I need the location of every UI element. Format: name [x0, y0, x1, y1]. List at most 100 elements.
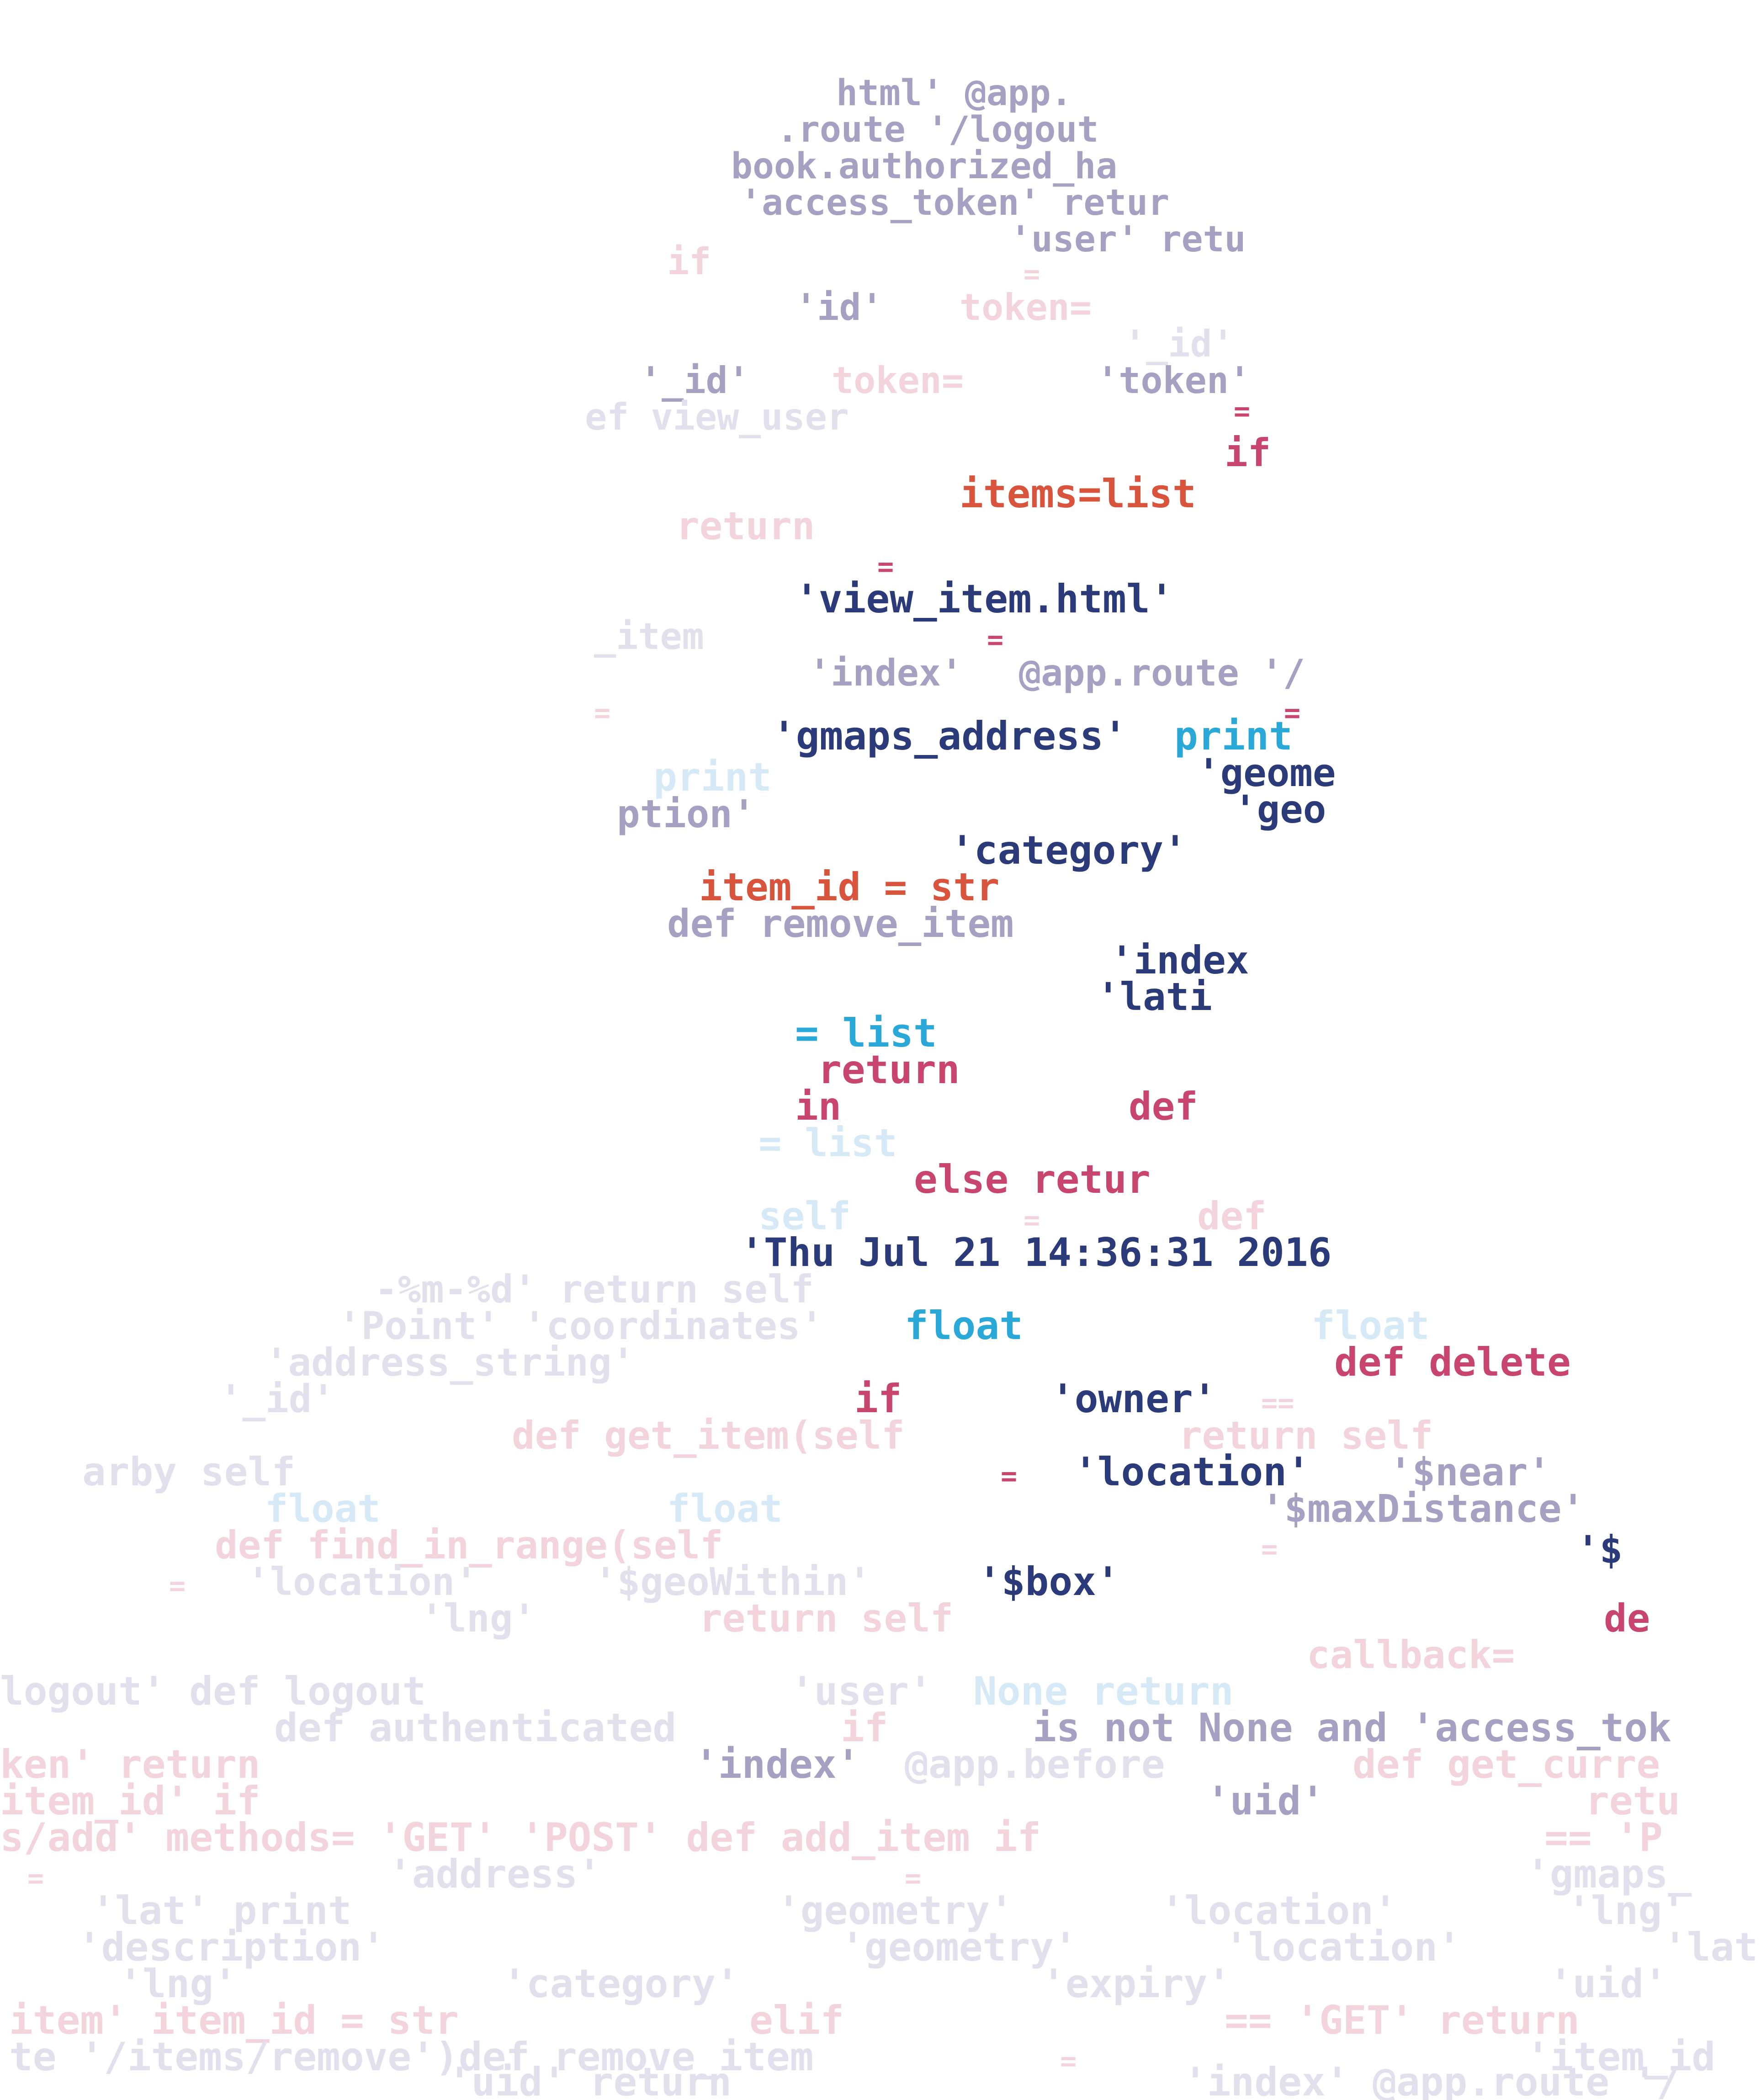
- code-snippet-word: 'lng': [119, 1961, 237, 2007]
- code-snippet-word: 'Point' 'coordinates': [338, 1303, 823, 1348]
- code-snippet-word: =: [987, 624, 1003, 656]
- code-snippet-word: 'token': [1097, 359, 1251, 402]
- code-snippet-word: item_id' if: [0, 1778, 260, 1824]
- code-snippet-word: logout' def logout: [0, 1669, 426, 1714]
- code-snippet-word: s/add' methods= 'GET' 'POST' def add_ite…: [0, 1815, 1041, 1861]
- code-snippet-word: 'user': [790, 1669, 933, 1714]
- code-snippet-word: def: [1129, 1084, 1198, 1129]
- code-snippet-word: '_id': [1124, 323, 1234, 365]
- code-snippet-word: _item: [594, 615, 704, 658]
- code-snippet-word: 'index: [1110, 938, 1249, 983]
- code-snippet-word: =: [169, 1570, 186, 1602]
- code-snippet-word: book.authorized_ha: [731, 146, 1117, 187]
- code-snippet-word: items=list: [960, 471, 1196, 517]
- code-snippet-word: 'lat: [1663, 1925, 1758, 1970]
- code-snippet-word: float: [1311, 1303, 1430, 1349]
- code-snippet-word: 'Thu Jul 21 14:36:31 2016: [740, 1230, 1331, 1276]
- code-snippet-word: def find_in_range(self: [215, 1523, 723, 1568]
- code-snippet-word: return: [818, 1047, 960, 1093]
- code-snippet-word: = list: [759, 1121, 897, 1165]
- code-snippet-word: de: [1604, 1596, 1650, 1641]
- code-snippet-word: 'view_item.html': [795, 576, 1173, 622]
- code-snippet-word: None return: [973, 1669, 1234, 1714]
- code-snippet-word: @app.route '/: [1019, 652, 1305, 694]
- code-snippet-word: '_id': [640, 359, 750, 402]
- code-snippet-word: is not None and 'access_tok: [1033, 1705, 1671, 1751]
- code-snippet-word: 'geome: [1197, 750, 1336, 795]
- code-snippet-word: elif: [749, 1998, 844, 2043]
- code-snippet-word: == 'P: [1544, 1815, 1663, 1861]
- code-snippet-word: ef view_user: [585, 396, 849, 438]
- code-snippet-word: '$geoWithin': [594, 1559, 871, 1604]
- code-snippet-word: 'id': [795, 286, 883, 329]
- code-snippet-word: 'lat' print: [91, 1888, 352, 1934]
- code-snippet-word: =: [1024, 1204, 1040, 1236]
- code-snippet-word: ken' return: [0, 1742, 260, 1787]
- code-snippet-word: 'lng': [420, 1596, 536, 1641]
- code-snippet-word: 'owner': [1051, 1376, 1216, 1422]
- code-snippet-word: 'location': [247, 1559, 478, 1604]
- code-snippet-word: == 'GET' return: [1225, 1998, 1580, 2043]
- code-snippet-word: 'location': [1074, 1449, 1310, 1495]
- code-snippet-word: float: [905, 1303, 1023, 1349]
- code-snippet-word: def: [1197, 1194, 1267, 1239]
- code-snippet-word: 'uid' return: [448, 2059, 732, 2100]
- code-snippet-word: 'index': [809, 652, 963, 694]
- code-snippet-word: = list: [795, 1010, 937, 1056]
- code-snippet-word: else retur: [914, 1157, 1151, 1202]
- code-snippet-word: 'gmaps_address': [772, 713, 1127, 759]
- code-snippet-word: ==: [1261, 1387, 1294, 1419]
- code-snippet-word: in: [795, 1084, 841, 1129]
- code-snippet-word: float: [265, 1486, 381, 1531]
- code-snippet-word: 'index' @app.route '/: [1183, 2059, 1680, 2100]
- code-snippet-word: callback=: [1307, 1632, 1515, 1677]
- code-snippet-word: 'index': [695, 1742, 860, 1787]
- code-snippet-word: token=: [832, 359, 964, 402]
- code-snippet-word: 'geometry': [777, 1888, 1013, 1934]
- code-snippet-word: =: [594, 697, 610, 729]
- code-snippet-word: =: [27, 1862, 44, 1894]
- code-snippet-word: =: [1234, 395, 1250, 427]
- code-snippet-word: retu: [1586, 1778, 1680, 1824]
- code-snippet-word: def get_item(self: [512, 1413, 905, 1458]
- code-snippet-word: def get_curre: [1353, 1742, 1660, 1787]
- code-snippet-word: =: [877, 551, 894, 583]
- code-snippet-word: 'expiry': [1042, 1961, 1231, 2007]
- code-snippet-word: 'user' retu: [1010, 219, 1246, 260]
- code-snippet-word: 'address_string': [265, 1340, 635, 1385]
- code-snippet-word: '_id': [219, 1377, 335, 1421]
- code-snippet-word: def remove_item: [667, 901, 1014, 946]
- code-snippet-word: .route '/logout: [777, 109, 1098, 150]
- code-snippet-word: =: [905, 1862, 921, 1894]
- code-snippet-word: '$near': [1389, 1450, 1551, 1494]
- code-snippet-word: ption': [617, 792, 755, 836]
- code-snippet-word: 'category': [503, 1961, 739, 2007]
- code-snippet-word: 'access_token' retur: [740, 182, 1169, 223]
- code-snippet-word: 'geometry': [841, 1925, 1077, 1970]
- code-snippet-word: =: [1024, 258, 1040, 290]
- code-snippet-word: 'gmaps_: [1526, 1851, 1692, 1897]
- code-snippet-word: print: [1174, 713, 1293, 759]
- code-snippet-word: item_id = str: [699, 865, 999, 909]
- code-snippet-word: te '/items/remove')def remove_item: [9, 2034, 813, 2080]
- code-snippet-word: 'lati: [1097, 974, 1212, 1019]
- code-snippet-word: print: [653, 755, 772, 800]
- code-snippet-word: if: [854, 1376, 902, 1422]
- code-snippet-word: =: [1001, 1460, 1017, 1492]
- code-snippet-word: float: [667, 1486, 783, 1531]
- code-snippet-word: 'uid': [1549, 1961, 1667, 2007]
- code-snippet-word: def delete: [1334, 1340, 1571, 1385]
- code-snippet-word: arby self: [82, 1449, 295, 1495]
- code-snippet-word: @app.before: [905, 1742, 1165, 1787]
- code-snippet-word: 'description': [78, 1925, 385, 1970]
- code-snippet-word: -%m-%d' return self: [375, 1267, 814, 1312]
- code-snippet-word: item' item_id = str: [9, 1998, 459, 2043]
- code-snippet-word: 'location': [1225, 1925, 1461, 1970]
- code-snippet-word: 'address': [388, 1851, 601, 1897]
- code-snippet-word: =: [1284, 697, 1300, 729]
- code-snippet-word: if: [1225, 431, 1271, 475]
- code-snippet-word: return self: [699, 1596, 953, 1641]
- code-snippet-word: token=: [960, 286, 1092, 329]
- code-snippet-word: 'uid': [1206, 1778, 1325, 1824]
